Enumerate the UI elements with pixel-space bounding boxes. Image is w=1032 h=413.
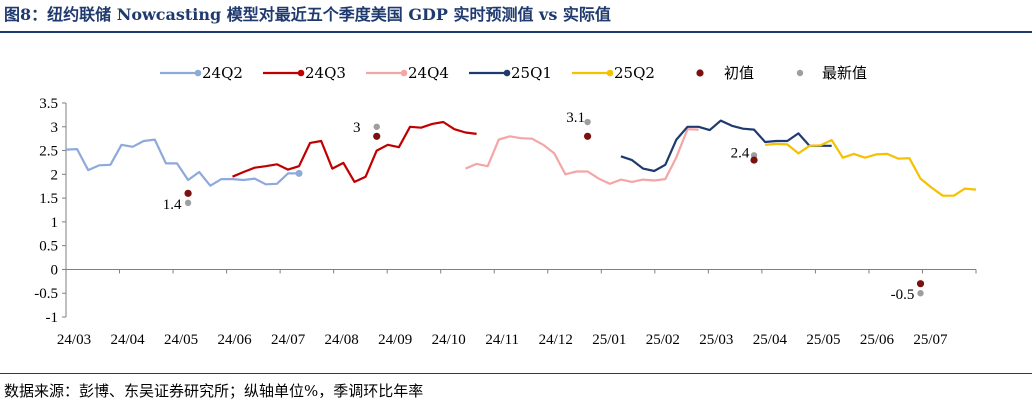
- x-tick-label: 24/09: [378, 332, 412, 348]
- y-tick-label: -0.5: [34, 286, 58, 302]
- x-tick-label: 24/03: [57, 332, 91, 348]
- x-tick-label: 25/07: [913, 332, 948, 348]
- x-tick-label: 24/04: [110, 332, 145, 348]
- initial-value-dot: [916, 280, 925, 288]
- data-label: 1.4: [163, 197, 182, 213]
- y-tick-label: -1: [46, 310, 59, 326]
- series-line-24q4: [465, 128, 699, 185]
- series-line-25q2: [765, 139, 977, 197]
- x-tick-label: 24/06: [218, 332, 253, 348]
- legend-marker: [696, 69, 704, 77]
- legend-label: 初值: [724, 64, 754, 82]
- y-tick-label: 1.5: [39, 191, 58, 207]
- series-line-24q3: [232, 120, 477, 183]
- x-tick-label: 24/08: [325, 332, 359, 348]
- chart-svg: 3.5 3 2.5 2 1.5 1 0.5 0 -0.5 -1 24/03 24/04 24/05 24/…: [34, 64, 977, 348]
- latest-value-dot: [584, 118, 591, 126]
- initial-value-dot: [583, 132, 592, 140]
- y-tick-label: 3.5: [39, 96, 58, 112]
- y-tick-label: 1: [51, 215, 59, 231]
- x-tick-label: 25/06: [860, 332, 895, 348]
- x-tick-label: 25/03: [699, 332, 733, 348]
- legend-label: 25Q1: [511, 64, 552, 82]
- legend-label: 24Q3: [305, 64, 346, 82]
- title-rule: [0, 31, 1032, 33]
- y-tick-label: 2: [51, 167, 59, 183]
- x-tick-label: 24/05: [164, 332, 198, 348]
- y-tick-label: 2.5: [39, 144, 58, 160]
- x-tick-label: 24/10: [432, 332, 466, 348]
- y-tick-label: 3: [51, 120, 59, 136]
- latest-value-dot: [917, 290, 924, 297]
- footer-rule: [0, 373, 1032, 374]
- x-tick-label: 25/05: [806, 332, 840, 348]
- legend-label: 25Q2: [614, 64, 655, 82]
- latest-value-dot: [184, 199, 192, 207]
- legend-marker: [503, 69, 511, 77]
- initial-value-dot: [184, 189, 192, 197]
- x-tick-label: 25/01: [592, 332, 626, 348]
- legend-label: 24Q4: [408, 64, 449, 82]
- x-tick-label: 24/11: [485, 332, 519, 348]
- legend-label: 最新值: [822, 64, 867, 82]
- data-label: 3.1: [566, 110, 585, 126]
- data-label: 2.4: [731, 145, 750, 161]
- data-label: -0.5: [891, 287, 915, 303]
- y-tick-label: 0: [51, 262, 59, 278]
- series-line-25q1: [620, 119, 832, 173]
- x-tick-label: 24/12: [539, 332, 573, 348]
- x-tick-label: 25/02: [646, 332, 680, 348]
- initial-value-dot: [373, 132, 381, 140]
- data-label: 3: [353, 120, 361, 136]
- legend-marker: [796, 69, 804, 77]
- legend-marker: [400, 69, 408, 77]
- series-end-marker: [295, 169, 303, 177]
- x-tick-label: 25/04: [753, 332, 788, 348]
- legend-label: 24Q2: [202, 64, 243, 82]
- legend-marker: [297, 69, 305, 77]
- source-note: 数据来源：彭博、东吴证券研究所；纵轴单位%，季调环比年率: [4, 382, 424, 400]
- legend-marker: [194, 69, 202, 77]
- legend-marker: [606, 69, 614, 77]
- initial-value-dot: [750, 156, 758, 164]
- latest-value-dot: [373, 123, 380, 130]
- y-tick-label: 0.5: [39, 239, 58, 255]
- series-line-24q2: [65, 138, 299, 187]
- chart-title: 图8：纽约联储 Nowcasting 模型对最近五个季度美国 GDP 实时预测值…: [4, 5, 611, 24]
- x-tick-label: 24/07: [271, 332, 306, 348]
